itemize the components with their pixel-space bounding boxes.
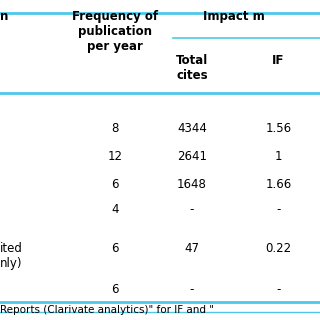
Text: 4344: 4344 <box>177 122 207 135</box>
Text: n: n <box>0 10 8 23</box>
Text: IF: IF <box>272 54 284 68</box>
Text: Total
cites: Total cites <box>176 54 208 83</box>
Text: 12: 12 <box>108 150 123 164</box>
Text: 0.22: 0.22 <box>265 242 292 255</box>
Text: 1.56: 1.56 <box>265 122 292 135</box>
Text: 1648: 1648 <box>177 178 207 191</box>
Text: 6: 6 <box>111 178 119 191</box>
Text: 47: 47 <box>185 242 199 255</box>
Text: ited
nly): ited nly) <box>0 242 23 269</box>
Text: 6: 6 <box>111 242 119 255</box>
Text: 6: 6 <box>111 283 119 296</box>
Text: Impact m: Impact m <box>203 10 264 23</box>
Text: 4: 4 <box>111 203 119 216</box>
Text: -: - <box>276 283 281 296</box>
Text: -: - <box>190 283 194 296</box>
Text: 1.66: 1.66 <box>265 178 292 191</box>
Text: Frequency of
publication
per year: Frequency of publication per year <box>72 10 158 52</box>
Text: 2641: 2641 <box>177 150 207 164</box>
Text: Reports (Clarivate analytics)" for IF and ": Reports (Clarivate analytics)" for IF an… <box>0 305 214 315</box>
Text: -: - <box>190 203 194 216</box>
Text: -: - <box>276 203 281 216</box>
Text: 8: 8 <box>111 122 119 135</box>
Text: 1: 1 <box>275 150 282 164</box>
